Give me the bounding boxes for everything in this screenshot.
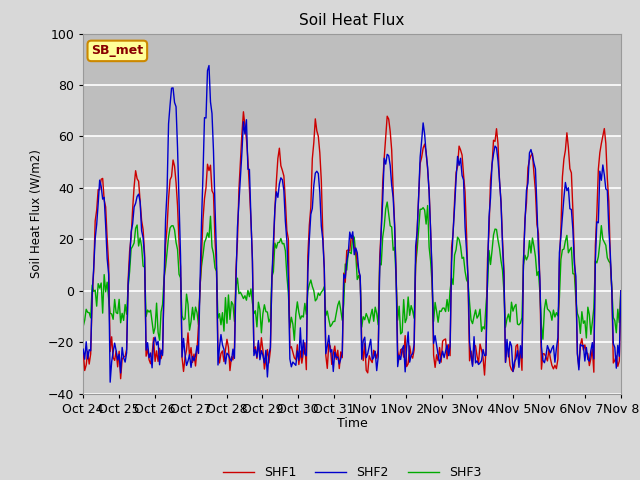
- SHF3: [145, 309, 153, 315]
- SHF2: [147, 350, 154, 356]
- SHF2: [317, 223, 325, 229]
- Bar: [83, 136, 621, 394]
- SHF1: [116, 376, 124, 382]
- SHF3: [590, 305, 598, 311]
- SHF2: [260, 360, 268, 366]
- Line: SHF1: SHF1: [83, 112, 621, 379]
- SHF3: [316, 293, 324, 299]
- Text: SB_met: SB_met: [92, 44, 143, 58]
- SHF1: [617, 288, 625, 294]
- SHF1: [239, 109, 247, 115]
- Line: SHF2: SHF2: [83, 66, 621, 382]
- SHF2: [106, 379, 114, 385]
- Title: Soil Heat Flux: Soil Heat Flux: [300, 13, 404, 28]
- SHF2: [205, 63, 213, 69]
- SHF1: [243, 136, 250, 142]
- SHF3: [291, 337, 298, 343]
- SHF3: [239, 296, 247, 301]
- SHF1: [590, 369, 598, 375]
- SHF2: [79, 346, 87, 352]
- SHF1: [79, 348, 87, 353]
- SHF3: [383, 199, 391, 205]
- SHF3: [257, 330, 265, 336]
- SHF3: [617, 288, 625, 294]
- SHF3: [79, 324, 87, 329]
- X-axis label: Time: Time: [337, 417, 367, 430]
- SHF1: [147, 361, 154, 367]
- SHF2: [269, 239, 277, 245]
- SHF3: [266, 316, 274, 322]
- Y-axis label: Soil Heat Flux (W/m2): Soil Heat Flux (W/m2): [29, 149, 42, 278]
- Legend: SHF1, SHF2, SHF3: SHF1, SHF2, SHF3: [218, 461, 486, 480]
- SHF1: [260, 366, 268, 372]
- Bar: [83, 34, 621, 136]
- SHF2: [243, 117, 250, 122]
- SHF2: [590, 356, 598, 362]
- SHF1: [269, 250, 277, 255]
- Line: SHF3: SHF3: [83, 202, 621, 340]
- SHF1: [317, 178, 325, 183]
- SHF2: [617, 288, 625, 294]
